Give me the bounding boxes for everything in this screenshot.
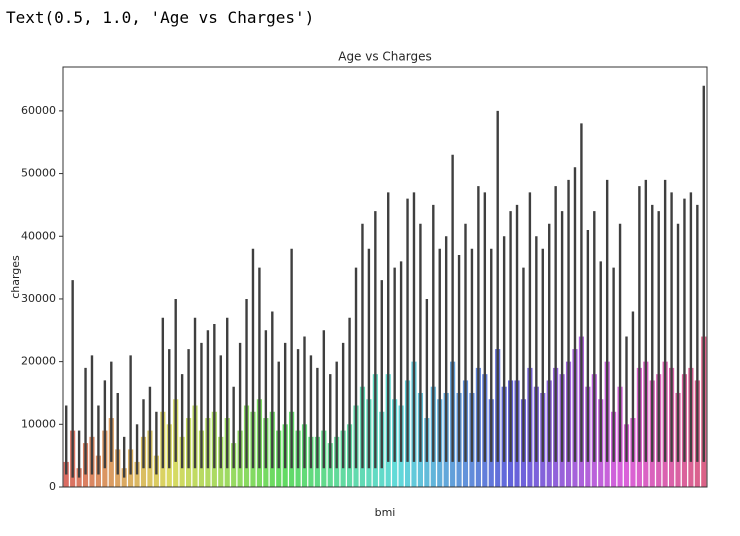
bar bbox=[134, 461, 140, 487]
plot-area bbox=[63, 67, 707, 487]
y-tick-label: 20000 bbox=[21, 355, 56, 368]
y-tick-label: 60000 bbox=[21, 104, 56, 117]
y-tick-label: 30000 bbox=[21, 292, 56, 305]
y-tick-label: 0 bbox=[49, 480, 56, 493]
bar bbox=[63, 461, 69, 487]
y-tick-label: 10000 bbox=[21, 417, 56, 430]
y-tick-label: 40000 bbox=[21, 229, 56, 242]
x-axis-label: bmi bbox=[375, 506, 396, 519]
y-tick-label: 50000 bbox=[21, 167, 56, 180]
axes-frame bbox=[62, 66, 708, 488]
output-text: Text(0.5, 1.0, 'Age vs Charges') bbox=[6, 8, 315, 27]
chart-title: Age vs Charges bbox=[338, 50, 432, 64]
y-axis-label: charges bbox=[9, 255, 22, 299]
